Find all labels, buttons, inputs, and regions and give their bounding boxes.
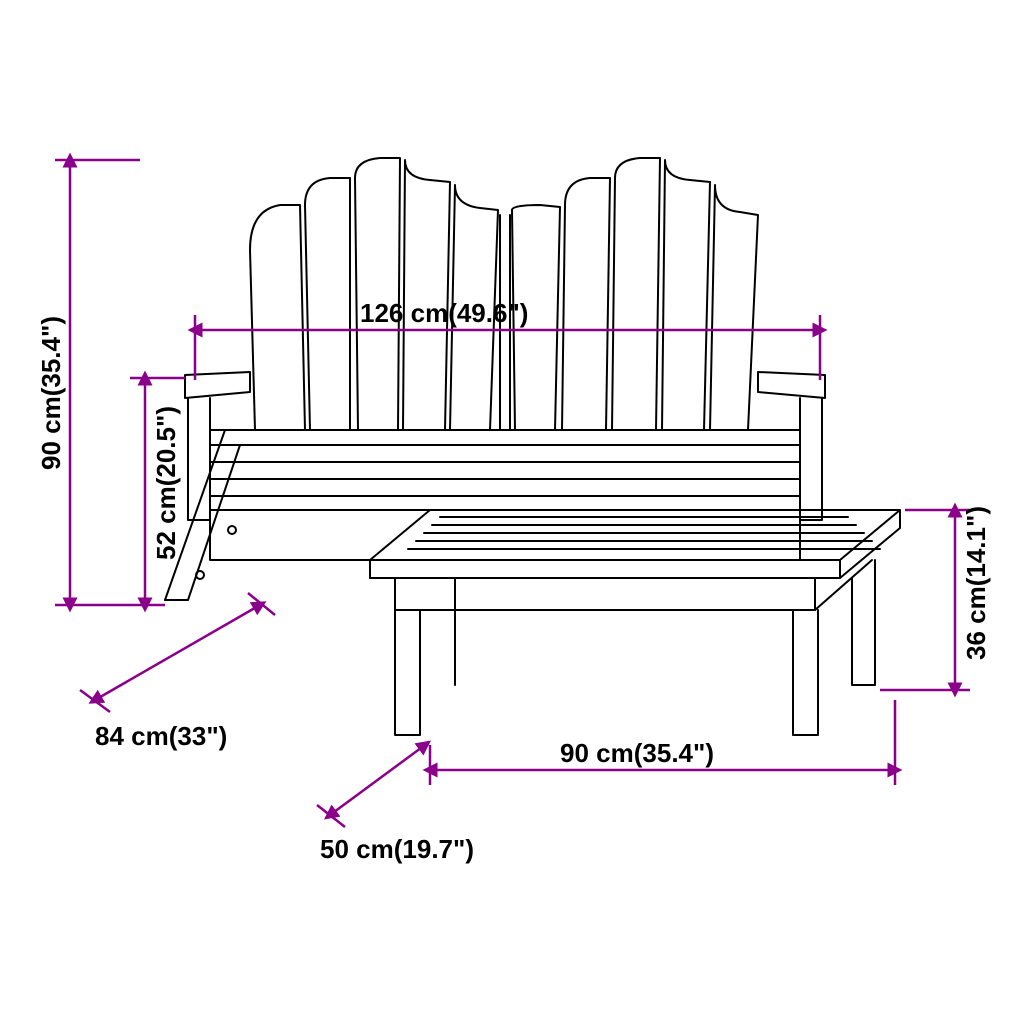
- bench-depth-cm: 84 cm: [95, 721, 169, 751]
- svg-text:36 cm(14.1"): 36 cm(14.1"): [961, 506, 991, 660]
- dim-arm-height: 52 cm(20.5"): [130, 378, 185, 605]
- svg-text:84 cm(33"): 84 cm(33"): [95, 721, 227, 751]
- svg-text:50 cm(19.7"): 50 cm(19.7"): [320, 834, 474, 864]
- table-height-cm: 36 cm: [961, 586, 991, 660]
- table-outline: [370, 510, 900, 735]
- svg-text:52 cm(20.5"): 52 cm(20.5"): [151, 406, 181, 560]
- bench-width-in: (49.6"): [448, 298, 528, 328]
- bench-width-cm: 126 cm: [360, 298, 448, 328]
- arm-height-cm: 52 cm: [151, 486, 181, 560]
- table-length-cm: 90 cm: [560, 738, 634, 768]
- dim-table-length: 90 cm(35.4"): [430, 700, 895, 785]
- table-depth-cm: 50 cm: [320, 834, 394, 864]
- dim-bench-depth: 84 cm(33"): [80, 593, 275, 751]
- svg-text:90 cm(35.4"): 90 cm(35.4"): [36, 316, 66, 470]
- bench-depth-in: (33"): [169, 721, 228, 751]
- bench-height-cm: 90 cm: [36, 396, 66, 470]
- bench-height-in: (35.4"): [36, 316, 66, 396]
- table-height-in: (14.1"): [961, 506, 991, 586]
- svg-text:90 cm(35.4"): 90 cm(35.4"): [560, 738, 714, 768]
- dim-table-depth: 50 cm(19.7"): [317, 745, 474, 864]
- dim-bench-width: 126 cm(49.6"): [195, 298, 820, 380]
- dim-table-height: 36 cm(14.1"): [880, 506, 991, 690]
- svg-text:126 cm(49.6"): 126 cm(49.6"): [360, 298, 528, 328]
- table-depth-in: (19.7"): [394, 834, 474, 864]
- arm-height-in: (20.5"): [151, 406, 181, 486]
- table-length-in: (35.4"): [634, 738, 714, 768]
